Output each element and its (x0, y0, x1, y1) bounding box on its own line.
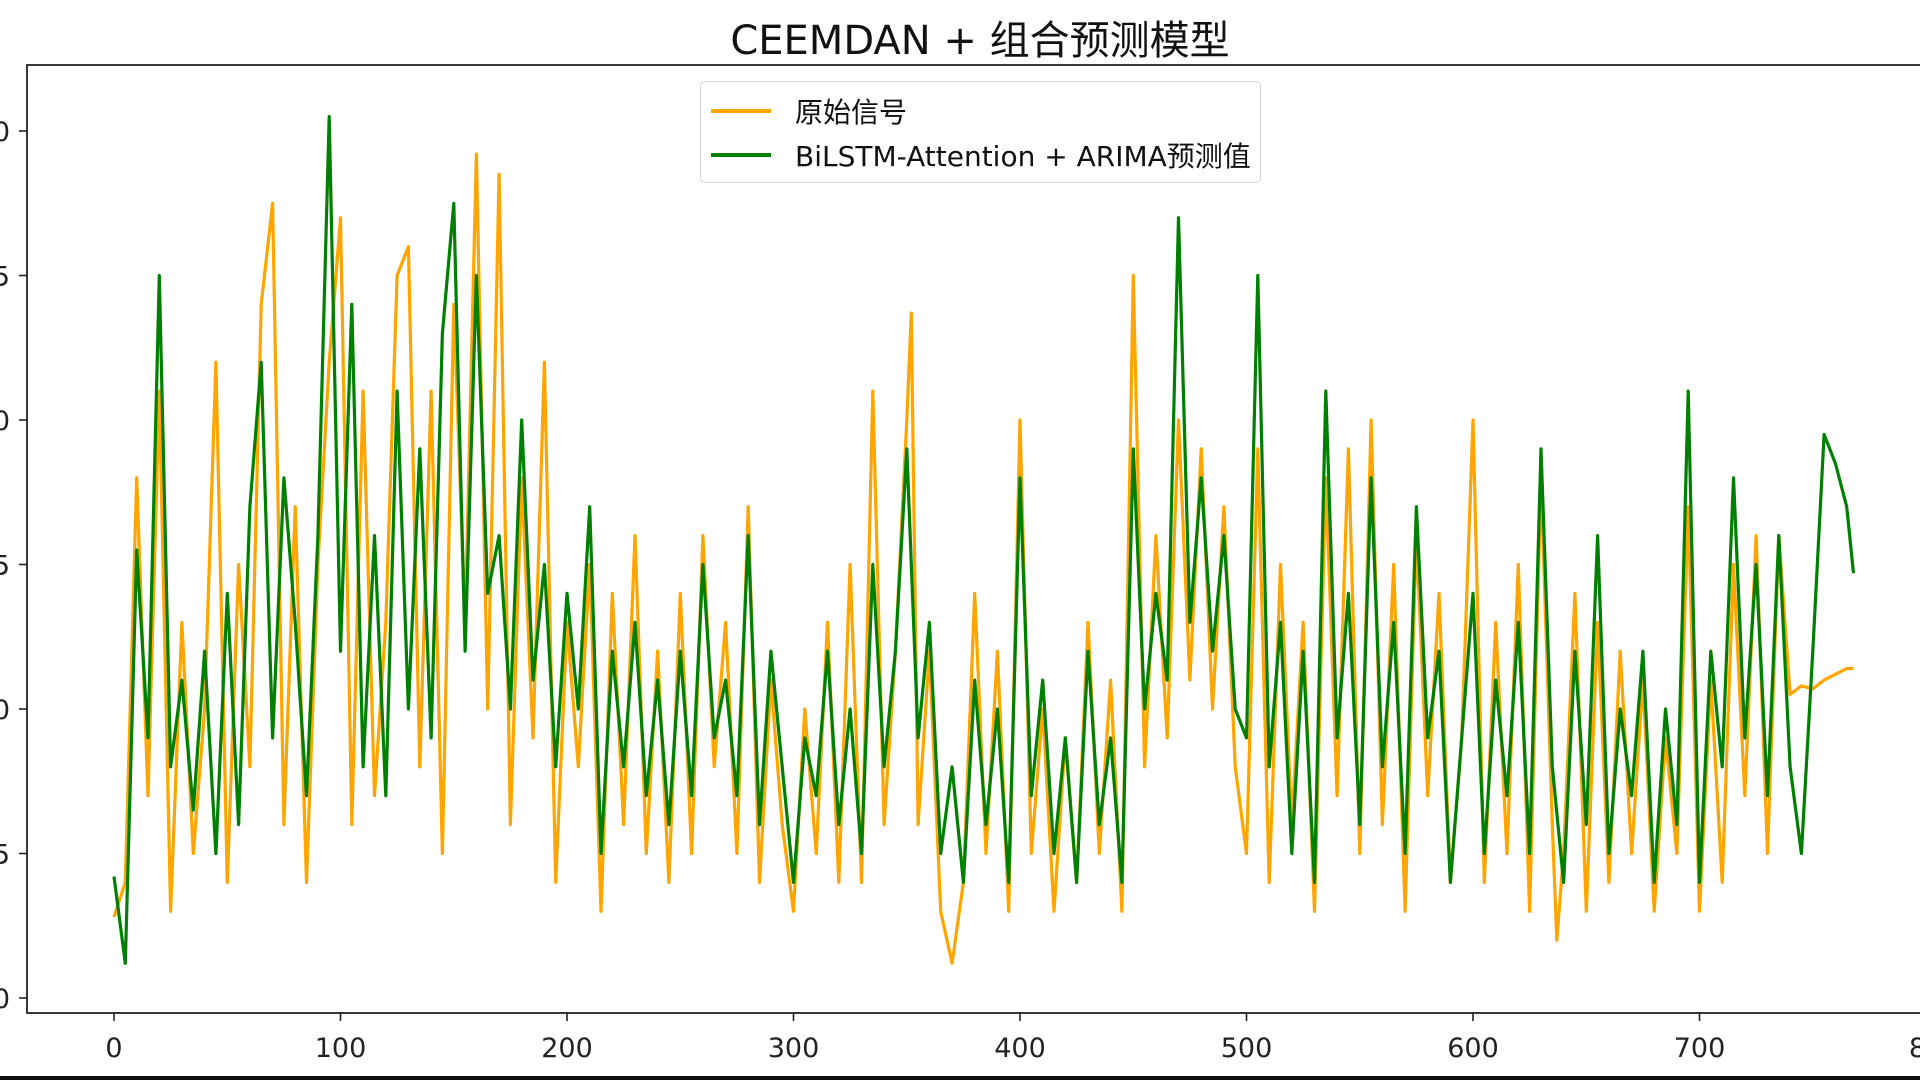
chart-title: CEEMDAN + 组合预测模型 (730, 18, 1230, 64)
screen-bottom-edge (0, 1076, 1920, 1080)
legend-item-prediction: BiLSTM-Attention + ARIMA预测值 (711, 135, 1251, 175)
legend-item-original: 原始信号 (711, 91, 907, 131)
y-tick-label: 0 (0, 117, 10, 148)
x-tick-label: 500 (1221, 1033, 1273, 1064)
y-tick-label: 0 (0, 984, 10, 1015)
x-tick-label: 300 (768, 1033, 820, 1064)
x-tick-label: 100 (315, 1033, 367, 1064)
x-tick-label: 0 (105, 1033, 122, 1064)
y-tick-label: 0 (0, 695, 10, 726)
x-tick-label: 600 (1447, 1033, 1499, 1064)
axes-frame (26, 64, 1920, 1014)
y-tick-label: 5 (0, 262, 10, 293)
legend-label-original: 原始信号 (795, 96, 908, 129)
series-line-prediction (112, 115, 1856, 965)
x-tick-label: 700 (1674, 1033, 1726, 1064)
legend-label-prediction: BiLSTM-Attention + ARIMA预测值 (795, 140, 1251, 173)
legend: 原始信号 BiLSTM-Attention + ARIMA预测值 (700, 81, 1261, 183)
legend-swatch-prediction (711, 153, 771, 157)
x-tick-label: 200 (541, 1033, 593, 1064)
y-tick-label: 5 (0, 840, 10, 871)
y-tick-label: 5 (0, 551, 10, 582)
x-tick-label: 80 (1909, 1033, 1920, 1064)
y-tick-label: 0 (0, 406, 10, 437)
x-tick-label: 400 (994, 1033, 1046, 1064)
legend-swatch-original (711, 109, 771, 113)
